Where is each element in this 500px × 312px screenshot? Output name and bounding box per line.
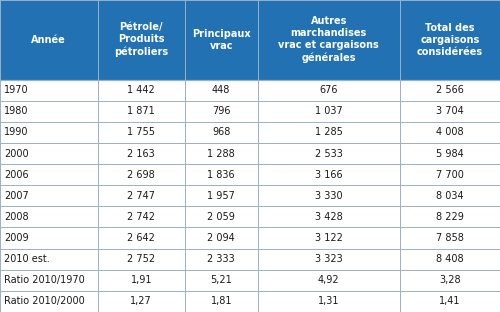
Text: 1 871: 1 871 — [128, 106, 155, 116]
Text: 2 163: 2 163 — [128, 149, 155, 158]
Bar — [0, 122, 500, 143]
Text: 1 957: 1 957 — [208, 191, 235, 201]
Text: 4 008: 4 008 — [436, 127, 464, 137]
Text: 3 330: 3 330 — [315, 191, 342, 201]
Text: Pétrole/
Produits
pétroliers: Pétrole/ Produits pétroliers — [114, 22, 168, 57]
Bar — [0, 291, 500, 312]
Text: 1,31: 1,31 — [318, 296, 340, 306]
Text: 7 858: 7 858 — [436, 233, 464, 243]
Text: Autres
marchandises
vrac et cargaisons
générales: Autres marchandises vrac et cargaisons g… — [278, 17, 379, 63]
Text: 1 755: 1 755 — [127, 127, 155, 137]
Text: 2007: 2007 — [4, 191, 29, 201]
Text: 1970: 1970 — [4, 85, 28, 95]
Text: 968: 968 — [212, 127, 231, 137]
Text: 2 533: 2 533 — [315, 149, 342, 158]
Text: 3 323: 3 323 — [315, 254, 342, 264]
Text: 2 333: 2 333 — [208, 254, 235, 264]
Text: 1,81: 1,81 — [210, 296, 232, 306]
Text: 3 122: 3 122 — [315, 233, 342, 243]
Text: 8 034: 8 034 — [436, 191, 464, 201]
Text: 2 566: 2 566 — [436, 85, 464, 95]
Text: 3 704: 3 704 — [436, 106, 464, 116]
Text: 2 742: 2 742 — [127, 212, 155, 222]
Text: 676: 676 — [320, 85, 338, 95]
Bar — [0, 80, 500, 101]
Text: 2006: 2006 — [4, 170, 28, 180]
Bar — [0, 270, 500, 291]
Text: 2010 est.: 2010 est. — [4, 254, 50, 264]
Text: 3 428: 3 428 — [315, 212, 342, 222]
Text: 1 442: 1 442 — [128, 85, 155, 95]
Text: 3 166: 3 166 — [315, 170, 342, 180]
Text: 2009: 2009 — [4, 233, 28, 243]
Text: 2 698: 2 698 — [128, 170, 155, 180]
Text: 1980: 1980 — [4, 106, 28, 116]
Bar — [0, 164, 500, 185]
Bar — [0, 0, 500, 80]
Text: 2 747: 2 747 — [127, 191, 155, 201]
Text: 1 037: 1 037 — [315, 106, 342, 116]
Text: 796: 796 — [212, 106, 231, 116]
Text: Principaux
vrac: Principaux vrac — [192, 29, 250, 51]
Text: 8 408: 8 408 — [436, 254, 464, 264]
Text: 1,91: 1,91 — [130, 275, 152, 285]
Text: Ratio 2010/2000: Ratio 2010/2000 — [4, 296, 85, 306]
Text: 7 700: 7 700 — [436, 170, 464, 180]
Text: 5,21: 5,21 — [210, 275, 232, 285]
Bar — [0, 249, 500, 270]
Text: 2 642: 2 642 — [128, 233, 155, 243]
Text: 8 229: 8 229 — [436, 212, 464, 222]
Text: 2008: 2008 — [4, 212, 28, 222]
Text: Total des
cargaisons
considérées: Total des cargaisons considérées — [417, 23, 483, 57]
Text: 2000: 2000 — [4, 149, 28, 158]
Text: 1,27: 1,27 — [130, 296, 152, 306]
Text: 1 836: 1 836 — [208, 170, 235, 180]
Text: 2 752: 2 752 — [127, 254, 156, 264]
Bar — [0, 185, 500, 206]
Text: Année: Année — [32, 35, 66, 45]
Text: Ratio 2010/1970: Ratio 2010/1970 — [4, 275, 85, 285]
Text: 2 059: 2 059 — [208, 212, 235, 222]
Bar — [0, 101, 500, 122]
Bar — [0, 206, 500, 227]
Text: 5 984: 5 984 — [436, 149, 464, 158]
Text: 448: 448 — [212, 85, 231, 95]
Text: 1,41: 1,41 — [440, 296, 461, 306]
Text: 1 288: 1 288 — [208, 149, 235, 158]
Text: 1990: 1990 — [4, 127, 28, 137]
Bar — [0, 143, 500, 164]
Text: 4,92: 4,92 — [318, 275, 340, 285]
Text: 3,28: 3,28 — [439, 275, 461, 285]
Text: 1 285: 1 285 — [315, 127, 342, 137]
Bar — [0, 227, 500, 249]
Text: 2 094: 2 094 — [208, 233, 235, 243]
